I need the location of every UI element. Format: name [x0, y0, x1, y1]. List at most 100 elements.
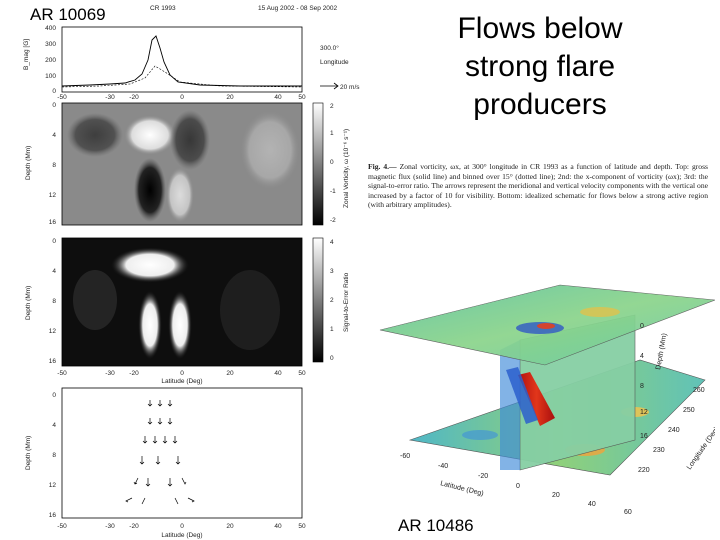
ratio-cbar-tick: 0	[330, 355, 334, 362]
ratio-ytick: 8	[52, 298, 56, 305]
ratio-panel: 4 3 2 1 0 Signal-to-Error Ratio Depth (M…	[25, 237, 350, 385]
longitude-value: 300.0°	[320, 44, 339, 52]
flux-xticks: -50 -30 -20 0 20 40 50	[57, 94, 306, 101]
title-line-1: Flows below	[457, 12, 623, 45]
vort-cbar-tick: 2	[330, 103, 334, 110]
flux-plot: CR 1993 15 Aug 2002 - 08 Sep 2002 400 30…	[23, 5, 360, 101]
render-depth-tick: 12	[640, 409, 648, 416]
ratio-xtick: 50	[298, 370, 306, 377]
render-long-tick: 220	[638, 467, 650, 474]
ratio-ylabel: Depth (Mm)	[25, 286, 32, 320]
flux-xtick: 40	[274, 94, 282, 101]
paper-figure: CR 1993 15 Aug 2002 - 08 Sep 2002 400 30…	[23, 5, 360, 539]
render-depth-tick: 0	[640, 323, 644, 330]
caption-lead: Fig. 4.—	[368, 162, 397, 171]
render-xtick: -40	[438, 463, 448, 470]
schem-xtick: 0	[180, 523, 184, 530]
vort-cbar-tick: 0	[330, 159, 334, 166]
ar-10069-label: AR 10069	[30, 5, 106, 24]
ratio-xtick: -50	[57, 370, 67, 377]
schem-ytick: 8	[52, 452, 56, 459]
vort-cbar-label: Zonal Vorticity, ω (10⁻⁶ s⁻¹)	[343, 129, 350, 208]
vorticity-colorbar	[312, 102, 324, 226]
ratio-ytick: 12	[49, 328, 57, 335]
vort-ytick: 8	[52, 162, 56, 169]
flux-xtick: -30	[105, 94, 115, 101]
ratio-ytick: 4	[52, 268, 56, 275]
ratio-cbar-tick: 3	[330, 268, 334, 275]
vort-ytick: 0	[52, 102, 56, 109]
schem-ylabel: Depth (Mm)	[25, 436, 32, 470]
flux-ytick: 300	[45, 41, 56, 48]
flux-xtick: -20	[129, 94, 139, 101]
render-long-tick: 240	[668, 427, 680, 434]
schem-ytick: 16	[49, 512, 57, 519]
flux-ytick: 0	[52, 88, 56, 95]
ratio-deep-high-left	[138, 290, 162, 360]
schem-xtick: -50	[57, 523, 67, 530]
vort-ytick: 4	[52, 132, 56, 139]
ratio-ytick: 0	[52, 238, 56, 245]
ratio-cbar-tick: 1	[330, 326, 334, 333]
ratio-xlabel: Latitude (Deg)	[161, 378, 202, 385]
caption-text: Zonal vorticity, ωx, at 300° longitude i…	[368, 162, 708, 210]
schematic-frame	[61, 387, 303, 519]
schem-xtick: -30	[105, 523, 115, 530]
longitude-annotation: Longitude	[320, 59, 349, 66]
schem-xlabel: Latitude (Deg)	[161, 532, 202, 539]
schem-xtick: -20	[129, 523, 139, 530]
schem-ytick: 0	[52, 392, 56, 399]
scale-arrow-icon	[320, 82, 339, 90]
vorticity-panel: 2 1 0 -1 -2 Zonal Vorticity, ω (10⁻⁶ s⁻¹…	[25, 102, 350, 226]
ratio-xtick: -20	[129, 370, 139, 377]
flux-plot-header-left: CR 1993	[150, 5, 176, 12]
ar-10486-label: AR 10486	[398, 516, 474, 535]
ratio-cbar-tick: 4	[330, 239, 334, 246]
flux-ytick: 200	[45, 57, 56, 64]
ratio-cbar-label: Signal-to-Error Ratio	[343, 272, 350, 332]
render-xlabel: Latitude (Deg)	[440, 480, 485, 498]
render-long-tick: 250	[683, 407, 695, 414]
render-long-tick: 230	[653, 447, 665, 454]
vort-ylabel: Depth (Mm)	[25, 146, 32, 180]
render-xtick: 40	[588, 501, 596, 508]
render-depth-label: Depth (Mm)	[655, 333, 668, 371]
schem-xtick: 50	[298, 523, 306, 530]
flux-xtick: 50	[298, 94, 306, 101]
render-xtick: 60	[624, 509, 632, 516]
flux-binned-line	[61, 65, 303, 88]
schem-xtick: 20	[226, 523, 234, 530]
schematic-flow-arrows	[125, 400, 195, 505]
render-xtick: 20	[552, 492, 560, 499]
schem-xtick: 40	[274, 523, 282, 530]
render-xtick: -60	[400, 453, 410, 460]
flux-xtick: 20	[226, 94, 234, 101]
flux-xtick: -50	[57, 94, 67, 101]
figure-caption: Fig. 4.— Zonal vorticity, ωx, at 300° lo…	[368, 162, 708, 210]
render-3d: -60 -40 -20 0 20 40 60 Latitude (Deg) 22…	[379, 284, 715, 516]
schem-xticks: -50 -30 -20 0 20 40 50	[57, 523, 306, 530]
scale-arrow-label: 20 m/s	[340, 84, 360, 91]
render-long-tick: 260	[693, 387, 705, 394]
schematic-panel: 0 4 8 12 16 Depth (Mm) -50 -30 -20 0 20 …	[25, 387, 306, 539]
render-depth-tick: 8	[640, 383, 644, 390]
render-xtick: -20	[478, 473, 488, 480]
vort-ytick: 16	[49, 219, 57, 226]
flux-ytick: 400	[45, 25, 56, 32]
render-xtick: 0	[516, 483, 520, 490]
render-depth-tick: 4	[640, 353, 644, 360]
flux-xtick: 0	[180, 94, 184, 101]
schem-ytick: 4	[52, 422, 56, 429]
vort-cbar-tick: 1	[330, 130, 334, 137]
vort-ytick: 12	[49, 192, 57, 199]
ratio-xtick: 40	[274, 370, 282, 377]
ratio-xticks: -50 -30 -20 0 20 40 50	[57, 370, 306, 377]
ratio-xtick: 20	[226, 370, 234, 377]
flux-ytick: 100	[45, 73, 56, 80]
ratio-colorbar	[312, 237, 324, 363]
vorticity-positive-region	[124, 115, 176, 155]
flux-solid-line	[61, 35, 302, 87]
vort-cbar-tick: -1	[330, 188, 336, 195]
render-long-label: Longitude (Deg)	[686, 426, 715, 471]
flux-ylabel: B_mag [G]	[23, 39, 30, 70]
